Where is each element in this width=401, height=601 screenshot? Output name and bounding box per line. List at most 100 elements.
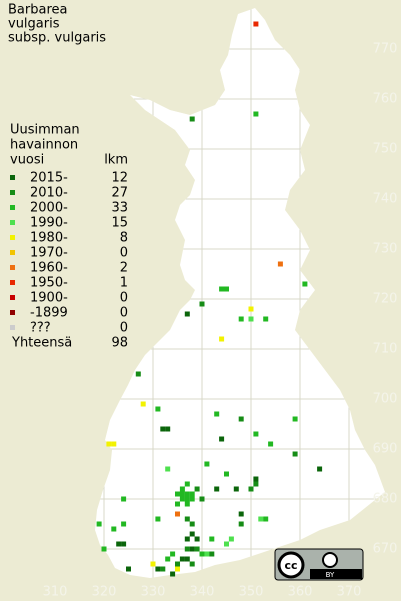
record-square bbox=[184, 501, 190, 507]
record-square bbox=[233, 486, 239, 492]
legend-count: 0 bbox=[120, 306, 128, 321]
legend-count: 15 bbox=[111, 216, 128, 231]
record-square bbox=[199, 301, 205, 307]
record-square bbox=[111, 526, 117, 532]
record-square bbox=[228, 536, 234, 542]
record-square bbox=[258, 516, 264, 522]
legend-swatch bbox=[10, 175, 15, 180]
legend-label: 2015- bbox=[30, 171, 68, 186]
record-square bbox=[253, 431, 259, 437]
record-square bbox=[194, 546, 200, 552]
record-square bbox=[317, 466, 323, 472]
record-square bbox=[155, 406, 161, 412]
x-tick-label: 310 bbox=[43, 585, 68, 600]
record-square bbox=[184, 481, 190, 487]
record-square bbox=[189, 531, 195, 537]
record-square bbox=[179, 496, 185, 502]
record-square bbox=[224, 471, 229, 477]
record-square bbox=[194, 536, 200, 542]
y-tick-label: 720 bbox=[373, 292, 398, 307]
legend-swatch bbox=[10, 205, 15, 210]
record-square bbox=[277, 261, 283, 267]
record-square bbox=[189, 521, 195, 527]
record-square bbox=[184, 536, 190, 542]
record-square bbox=[219, 436, 225, 442]
legend-label: 1990- bbox=[30, 216, 68, 231]
license-badge: cc BY bbox=[274, 548, 364, 581]
y-tick-label: 770 bbox=[373, 42, 398, 57]
legend-count: 12 bbox=[111, 171, 128, 186]
record-square bbox=[184, 556, 190, 562]
record-square bbox=[292, 451, 298, 457]
record-square bbox=[238, 416, 244, 422]
legend-swatch bbox=[10, 265, 15, 270]
by-icon bbox=[322, 552, 338, 568]
record-square bbox=[209, 536, 215, 542]
record-square bbox=[224, 541, 229, 547]
y-tick-label: 750 bbox=[373, 142, 398, 157]
record-square bbox=[268, 441, 274, 447]
legend-header: havainnon bbox=[10, 138, 78, 153]
record-square bbox=[121, 521, 127, 527]
y-tick-label: 700 bbox=[373, 392, 398, 407]
title: vulgaris bbox=[8, 17, 60, 32]
y-tick-label: 710 bbox=[373, 342, 398, 357]
legend-label: 1950- bbox=[30, 276, 68, 291]
record-square bbox=[179, 486, 185, 492]
legend-label: 1960- bbox=[30, 261, 68, 276]
legend-count: 8 bbox=[120, 231, 128, 246]
y-tick-label: 740 bbox=[373, 192, 398, 207]
record-square bbox=[224, 286, 229, 292]
record-square bbox=[121, 541, 127, 547]
legend-count-header: lkm bbox=[104, 153, 128, 168]
record-square bbox=[165, 466, 171, 472]
record-square bbox=[199, 551, 205, 557]
record-square bbox=[292, 416, 298, 422]
record-square bbox=[248, 306, 254, 312]
legend-count: 33 bbox=[111, 201, 128, 216]
record-square bbox=[253, 481, 259, 487]
legend-swatch bbox=[10, 310, 15, 315]
total-count: 98 bbox=[111, 336, 128, 351]
title: subsp. vulgaris bbox=[8, 31, 106, 46]
record-square bbox=[263, 316, 269, 322]
record-square bbox=[179, 556, 185, 562]
legend-label: 1900- bbox=[30, 291, 68, 306]
labels: Barbarea vulgaris subsp. vulgaris Uusimm… bbox=[8, 3, 397, 600]
record-square bbox=[194, 486, 200, 492]
legend-count: 0 bbox=[120, 291, 128, 306]
record-square bbox=[189, 561, 195, 567]
legend-label: ??? bbox=[30, 321, 51, 336]
legend-count: 0 bbox=[120, 246, 128, 261]
record-square bbox=[160, 426, 166, 432]
legend-label: 1980- bbox=[30, 231, 68, 246]
record-square bbox=[165, 556, 171, 562]
record-square bbox=[101, 546, 107, 552]
record-square bbox=[155, 516, 161, 522]
record-square bbox=[189, 496, 195, 502]
record-square bbox=[116, 541, 122, 547]
title: Barbarea bbox=[8, 3, 67, 18]
x-tick-label: 330 bbox=[141, 585, 166, 600]
record-square bbox=[238, 511, 244, 517]
legend-label: 1970- bbox=[30, 246, 68, 261]
record-square bbox=[175, 511, 180, 517]
record-square bbox=[209, 551, 215, 557]
record-square bbox=[184, 546, 190, 552]
x-tick-label: 320 bbox=[92, 585, 117, 600]
record-square bbox=[179, 491, 185, 497]
record-square bbox=[184, 496, 190, 502]
record-square bbox=[253, 21, 259, 27]
legend-label: 2000- bbox=[30, 201, 68, 216]
records bbox=[96, 21, 323, 577]
record-square bbox=[175, 561, 180, 567]
badge-strip bbox=[310, 569, 362, 579]
record-square bbox=[199, 496, 205, 502]
y-tick-label: 760 bbox=[373, 92, 398, 107]
record-square bbox=[184, 516, 190, 522]
record-square bbox=[219, 336, 225, 342]
record-square bbox=[184, 491, 190, 497]
record-square bbox=[189, 546, 195, 552]
record-square bbox=[253, 476, 259, 482]
